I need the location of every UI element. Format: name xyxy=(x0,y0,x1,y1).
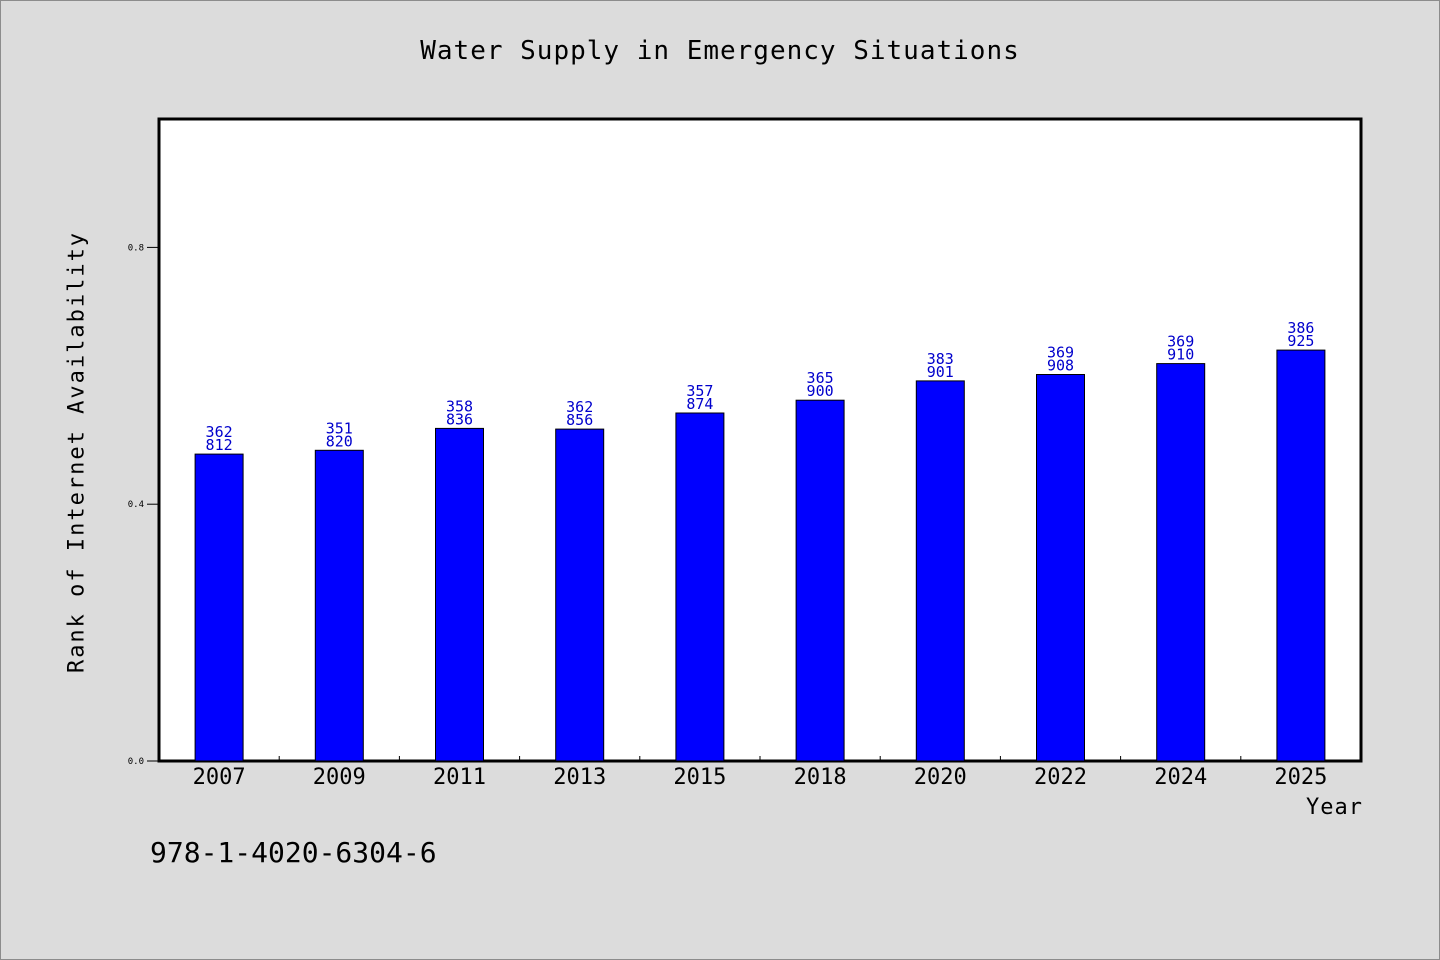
bar-label-top-2022: 369 xyxy=(1047,344,1074,362)
bar-label-bottom-2011: 836 xyxy=(446,410,473,428)
bar-2020 xyxy=(915,380,965,762)
x-tick-label-2024: 2024 xyxy=(1154,765,1207,790)
bar-2022 xyxy=(1036,374,1085,762)
x-tick-label-2009: 2009 xyxy=(313,765,366,790)
x-tick-label-2025: 2025 xyxy=(1274,765,1327,790)
bar-label-top-2025: 386 xyxy=(1287,319,1314,337)
bar-label-bottom-2018: 900 xyxy=(807,382,834,400)
y-tick-label: 0.4 xyxy=(128,500,144,510)
y-axis-label: Rank of Internet Availability xyxy=(64,230,90,674)
bar-label-bottom-2020: 901 xyxy=(927,363,954,381)
axis-layer: 2007 2009 2011 2013 2015 2018 2020 2022 2024 2025… xyxy=(128,243,1328,790)
y-tick-label: 0.8 xyxy=(128,243,144,253)
bar-2013 xyxy=(555,428,605,762)
chart-title: Water Supply in Emergency Situations xyxy=(420,36,1020,66)
bar-2015 xyxy=(675,412,725,762)
x-tick-label-2015: 2015 xyxy=(673,765,726,790)
bar-label-bottom-2015: 874 xyxy=(686,395,713,413)
x-tick-label-2011: 2011 xyxy=(433,765,486,790)
x-axis-label: Year xyxy=(1306,795,1363,820)
x-tick-label-2022: 2022 xyxy=(1034,765,1087,790)
bar-label-bottom-2025: 925 xyxy=(1287,332,1314,350)
bar-label-bottom-2022: 908 xyxy=(1047,357,1074,375)
bars-layer: 3628123518203588363628563578743659003839… xyxy=(194,319,1326,762)
bar-label-bottom-2009: 820 xyxy=(326,432,353,450)
bar-2025 xyxy=(1276,349,1326,762)
bar-label-bottom-2007: 812 xyxy=(206,436,233,454)
bar-label-bottom-2013: 856 xyxy=(566,411,593,429)
x-tick-label-2018: 2018 xyxy=(794,765,847,790)
bar-2024 xyxy=(1156,363,1206,762)
bar-label-top-2018: 365 xyxy=(807,369,834,387)
bar-2011 xyxy=(435,427,484,762)
bar-label-top-2024: 369 xyxy=(1167,333,1194,351)
bar-label-top-2020: 383 xyxy=(927,350,954,368)
bar-2009 xyxy=(314,449,364,762)
bar-2018 xyxy=(795,399,845,762)
x-tick-label-2007: 2007 xyxy=(193,765,246,790)
bar-label-top-2007: 362 xyxy=(206,423,233,441)
bar-label-bottom-2024: 910 xyxy=(1167,346,1194,364)
isbn-footnote: 978-1-4020-6304-6 xyxy=(150,836,437,869)
bar-label-top-2015: 357 xyxy=(686,382,713,400)
x-tick-label-2020: 2020 xyxy=(914,765,967,790)
bar-label-top-2013: 362 xyxy=(566,398,593,416)
bar-2007 xyxy=(194,453,244,762)
y-tick-label: 0.0 xyxy=(128,757,144,767)
x-tick-label-2013: 2013 xyxy=(553,765,606,790)
bar-label-top-2009: 351 xyxy=(326,419,353,437)
bar-label-top-2011: 358 xyxy=(446,397,473,415)
